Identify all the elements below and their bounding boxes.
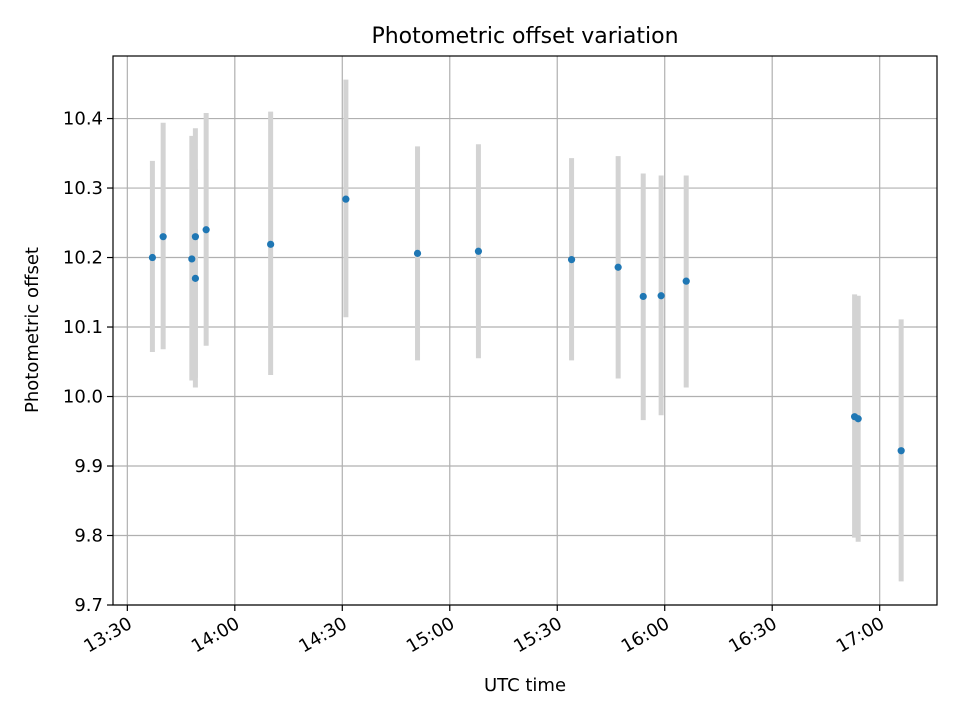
y-axis-label: Photometric offset xyxy=(22,247,43,413)
y-tick-label: 10.0 xyxy=(63,387,103,408)
y-tick-label: 9.9 xyxy=(74,456,103,477)
grid-layer xyxy=(113,56,937,606)
data-point xyxy=(342,195,350,203)
chart-title: Photometric offset variation xyxy=(371,24,678,49)
y-tick-label: 9.8 xyxy=(74,526,103,547)
data-point xyxy=(682,277,690,285)
data-point xyxy=(267,240,275,248)
data-point xyxy=(897,447,905,455)
data-point xyxy=(854,415,862,423)
data-point xyxy=(567,256,576,264)
data-point xyxy=(202,226,210,234)
data-point xyxy=(191,233,199,241)
data-point xyxy=(614,263,622,271)
plot-frame xyxy=(112,55,938,606)
data-point xyxy=(159,233,167,241)
data-point xyxy=(474,247,483,255)
y-tick-label: 10.4 xyxy=(63,109,103,130)
y-tick-label: 9.7 xyxy=(74,595,103,616)
data-point xyxy=(188,255,196,263)
x-axis-label: UTC time xyxy=(484,675,566,696)
data-point xyxy=(657,292,665,300)
data-point xyxy=(639,292,647,301)
data-point xyxy=(148,253,157,262)
data-point xyxy=(413,249,422,257)
data-point xyxy=(191,274,199,282)
y-tick-label: 10.3 xyxy=(63,178,103,199)
y-tick-label: 10.2 xyxy=(63,248,103,269)
y-tick-label: 10.1 xyxy=(63,317,103,338)
data-point-layer xyxy=(148,195,905,455)
